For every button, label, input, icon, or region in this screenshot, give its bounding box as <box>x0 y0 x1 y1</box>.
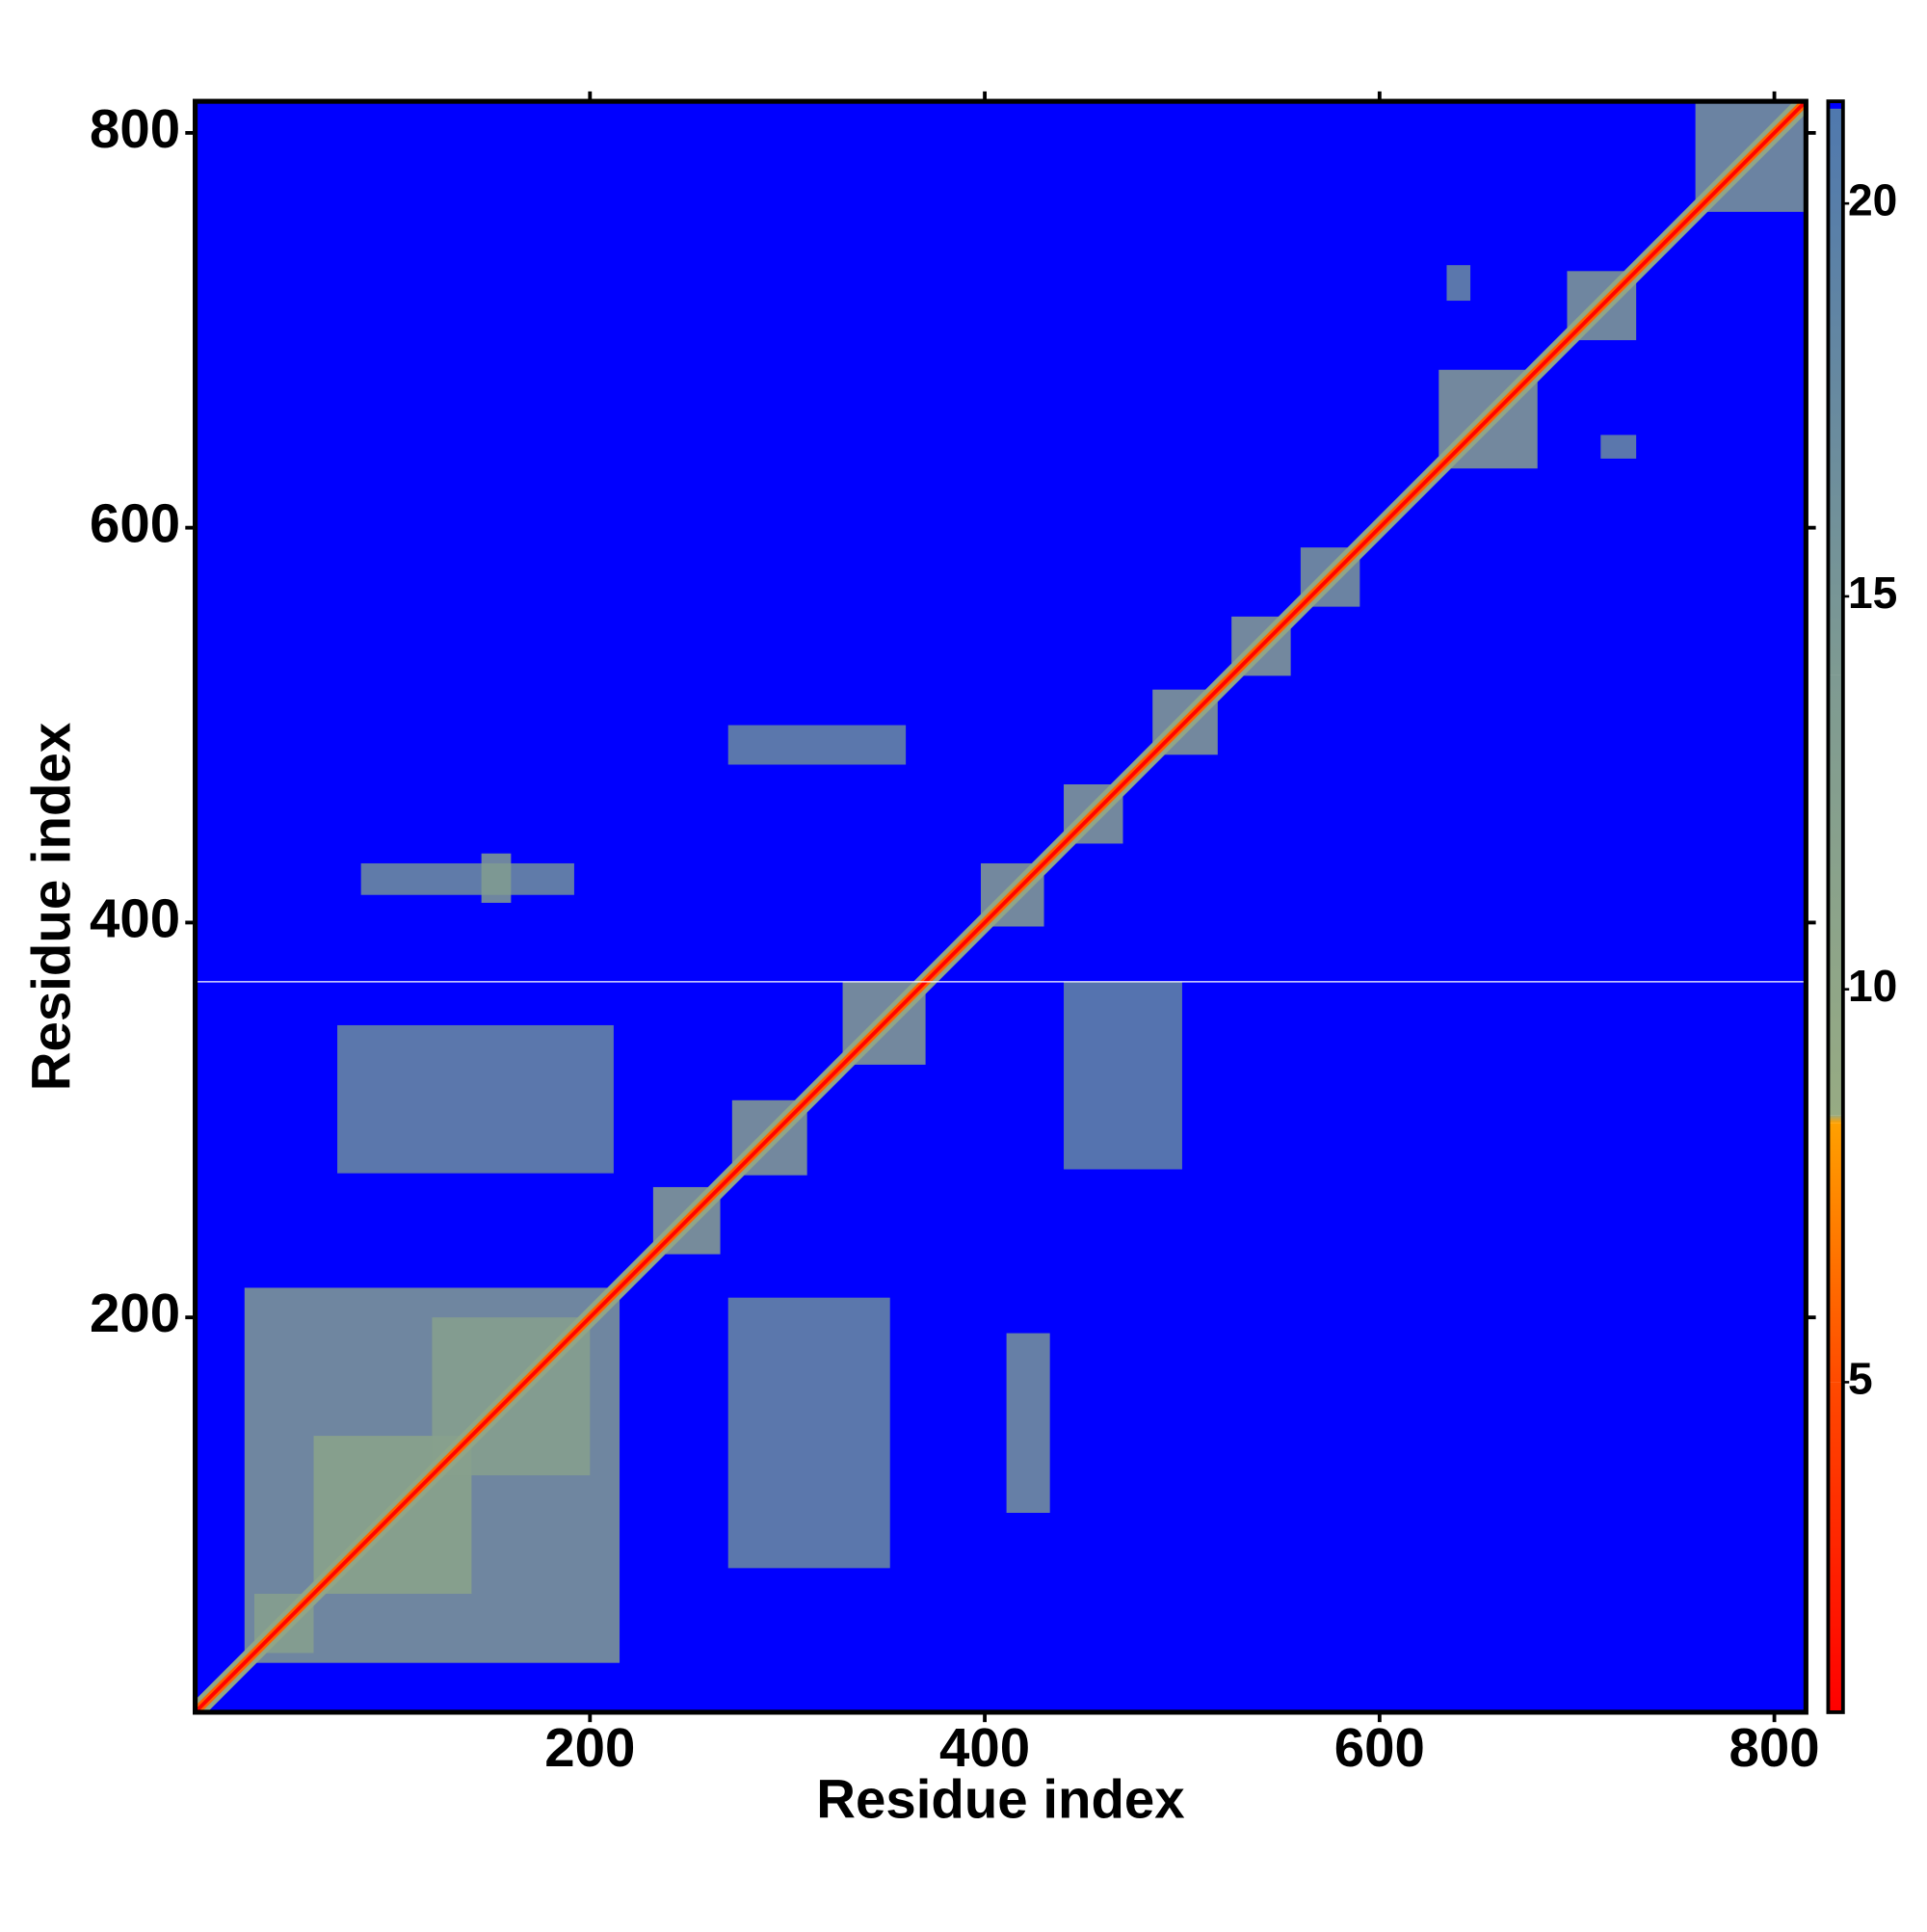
heatmap-block <box>481 853 512 903</box>
colorbar-segment <box>1828 675 1843 1116</box>
x-tick-label: 800 <box>1729 1717 1820 1778</box>
heatmap-block <box>360 862 574 895</box>
x-tick-label: 600 <box>1334 1717 1425 1778</box>
colorbar-top <box>1828 101 1843 109</box>
colorbar-segment <box>1828 1123 1843 1383</box>
colorbar-segment <box>1828 1115 1843 1124</box>
heatmap-block <box>727 725 907 765</box>
heatmap-block <box>1064 981 1182 1170</box>
heatmap-block <box>337 1024 614 1174</box>
x-axis-title: Residue index <box>816 1769 1184 1830</box>
colorbar-tick-label: 10 <box>1848 961 1897 1011</box>
colorbar-segment <box>1828 1382 1843 1712</box>
colorbar-tick-label: 20 <box>1848 174 1897 225</box>
plot-frame <box>193 98 1808 1715</box>
y-tick-label: 200 <box>90 1283 180 1343</box>
heatmap-block <box>1006 1333 1050 1513</box>
x-tick-label: 200 <box>544 1717 635 1778</box>
colorbar-tick-label: 5 <box>1848 1354 1873 1404</box>
heatmap-block <box>1600 435 1637 459</box>
y-tick-label: 400 <box>90 887 180 948</box>
colorbar-tick-label: 15 <box>1848 568 1897 618</box>
y-axis-title: Residue index <box>21 723 82 1091</box>
colorbar-segment <box>1828 101 1843 675</box>
heatmap <box>195 101 1807 1712</box>
y-tick-label: 800 <box>90 98 180 159</box>
diagonal <box>195 101 1807 1712</box>
y-tick-label: 600 <box>90 493 180 554</box>
heatmap-block <box>1446 265 1471 302</box>
heatmap-block <box>727 1297 890 1569</box>
x-tick-label: 400 <box>939 1717 1030 1778</box>
colorbar-frame <box>1826 99 1845 1714</box>
